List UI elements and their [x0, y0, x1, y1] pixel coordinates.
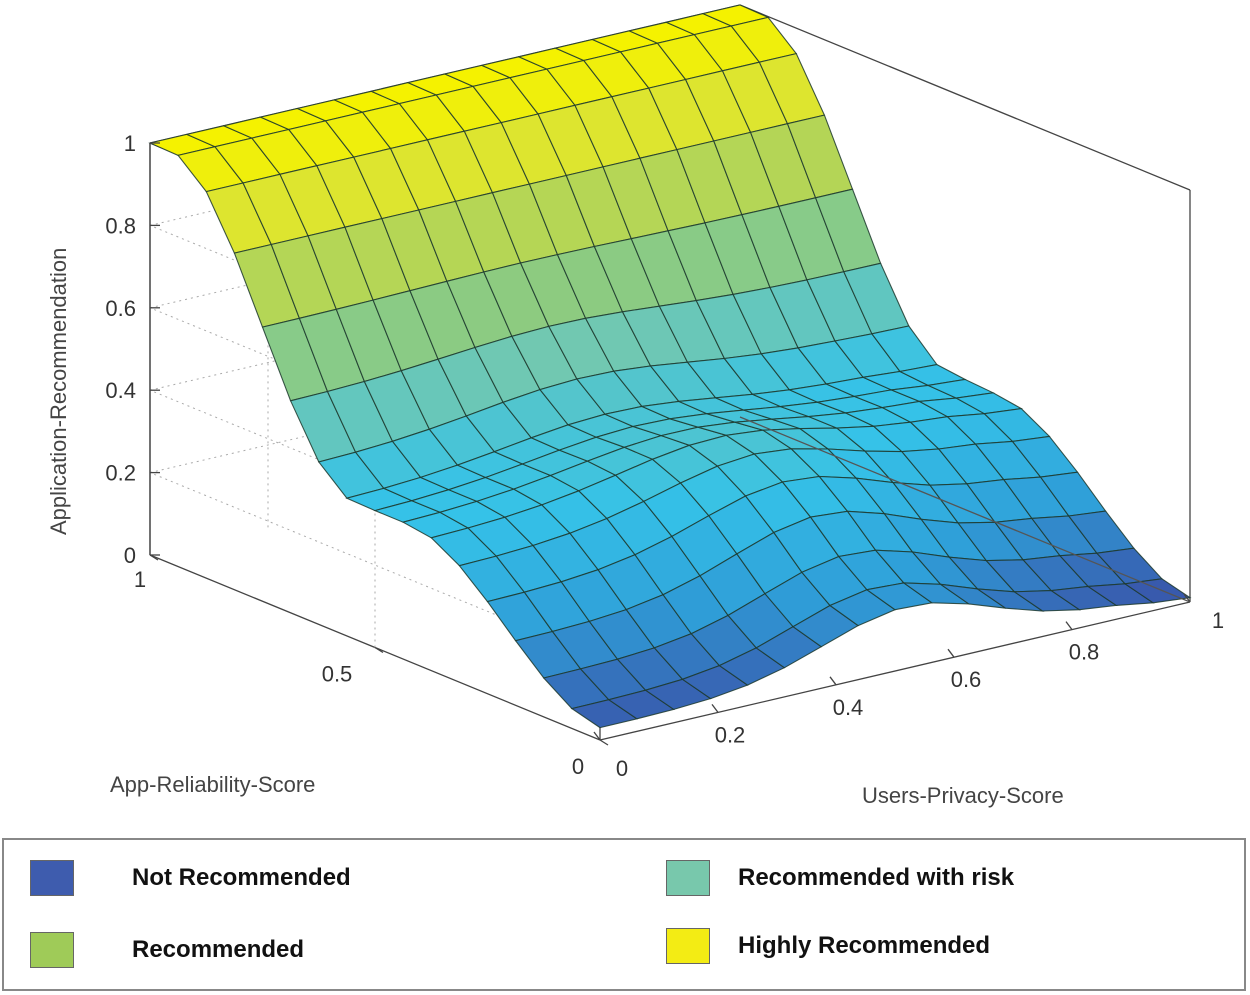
legend-item-highly-recommended: Highly Recommended	[666, 928, 990, 964]
front-axes-frame	[149, 143, 1191, 741]
legend-item-not-recommended: Not Recommended	[30, 860, 351, 896]
y-tick-mark	[374, 646, 384, 654]
y-tick-mark	[149, 554, 159, 561]
z-tick-label: 0.2	[105, 461, 136, 486]
x-tick-mark	[947, 648, 955, 658]
x-tick-label: 0	[616, 756, 628, 781]
frame-edge	[739, 416, 1191, 603]
frame-edge	[599, 601, 1191, 741]
x-tick-label: 0.2	[715, 722, 746, 747]
y-tick-label: 0.5	[322, 662, 353, 687]
x-tick-mark	[829, 676, 837, 686]
legend-label: Recommended	[132, 936, 305, 963]
y-tick-label: 1	[134, 567, 146, 592]
x-tick-label: 0.6	[951, 667, 982, 692]
legend-swatch	[666, 928, 710, 964]
legend-swatch	[30, 932, 74, 968]
x-tick-label: 1	[1212, 608, 1224, 633]
z-tick-label: 0.6	[105, 296, 136, 321]
legend-swatch	[666, 860, 710, 896]
z-tick-label: 0.8	[105, 213, 136, 238]
z-tick-label: 0	[124, 543, 136, 568]
surface-mesh	[148, 4, 1192, 729]
surface-patch	[1123, 578, 1192, 604]
y-tick-label: 0	[572, 754, 584, 779]
legend-item-recommended-with-risk: Recommended with risk	[666, 860, 1014, 896]
y-axis-label: App-Reliability-Score	[110, 772, 315, 797]
legend-label: Highly Recommended	[738, 932, 991, 959]
x-tick-label: 0.8	[1069, 640, 1100, 665]
z-axis-label: Application-Recommendation	[46, 248, 71, 535]
y-tick-mark	[599, 739, 609, 746]
x-tick-mark	[1183, 593, 1191, 603]
z-tick-label: 1	[124, 131, 136, 156]
legend-label: Not Recommended	[132, 864, 351, 891]
z-tick-label: 0.4	[105, 378, 136, 403]
legend-swatch	[30, 860, 74, 896]
frame-edge	[739, 4, 1191, 191]
x-tick-mark	[711, 704, 719, 713]
x-tick-label: 0.4	[833, 695, 864, 720]
legend: Not Recommended Recommended with risk Re…	[2, 838, 1246, 991]
x-tick-mark	[593, 731, 601, 741]
x-tick-mark	[1065, 621, 1073, 630]
x-axis-label: Users-Privacy-Score	[862, 783, 1064, 808]
legend-item-recommended: Recommended	[30, 932, 304, 968]
legend-label: Recommended with risk	[738, 864, 1015, 891]
